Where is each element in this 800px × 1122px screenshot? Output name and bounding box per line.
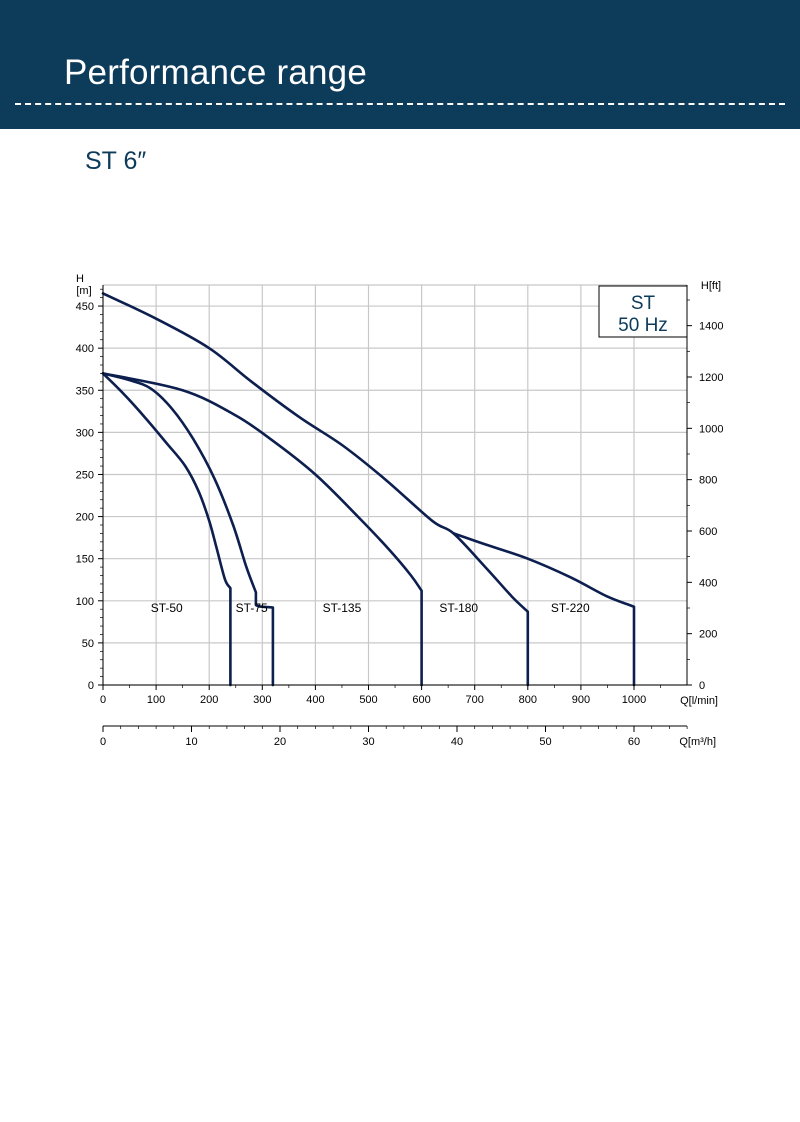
page-title: Performance range — [64, 53, 368, 92]
legend-box — [598, 285, 688, 338]
series-label-st-135: ST-135 — [323, 601, 362, 615]
header-dashed-divider — [15, 103, 785, 105]
legend-line-1: ST — [631, 293, 656, 314]
legend-line-2: 50 Hz — [618, 315, 668, 336]
y-tick-label-2: 100 — [76, 596, 94, 608]
y2-tick-label-1: 200 — [699, 629, 717, 641]
y-tick-label-7: 350 — [76, 385, 94, 397]
x-tick-label-10: 1000 — [622, 694, 646, 706]
chart-curves — [101, 292, 636, 687]
y-tick-label-4: 200 — [76, 512, 94, 524]
x-tick-label-8: 800 — [519, 694, 537, 706]
x-tick-label-3: 300 — [253, 694, 271, 706]
x2-tick-label-1: 10 — [185, 736, 197, 748]
page-header: Performance range — [0, 0, 800, 129]
x-tick-label-5: 500 — [359, 694, 377, 706]
series-label-st-75: ST-75 — [236, 601, 268, 615]
y2-tick-label-5: 1000 — [699, 423, 723, 435]
x-tick-label-7: 700 — [466, 694, 484, 706]
x-tick-label-0: 0 — [100, 694, 106, 706]
plot-area — [103, 285, 687, 685]
x-tick-label-4: 400 — [306, 694, 324, 706]
curve-st-50 — [101, 372, 232, 687]
curve-st-135 — [101, 372, 423, 687]
y-tick-label-5: 250 — [76, 469, 94, 481]
x-tick-label-9: 900 — [572, 694, 590, 706]
y-tick-label-1: 50 — [82, 638, 94, 650]
x2-tick-label-4: 40 — [451, 736, 463, 748]
curve-st-75 — [101, 372, 275, 687]
x2-axis-title: Q[m³/h] — [679, 736, 716, 748]
x-tick-label-6: 600 — [412, 694, 430, 706]
x2-tick-label-5: 50 — [539, 736, 551, 748]
chart-grid — [102, 284, 687, 686]
chart-labels: 050100150200250300350400450H[m]020040060… — [76, 273, 724, 748]
y2-axis-title: H[ft] — [701, 280, 721, 292]
y2-tick-label-6: 1200 — [699, 372, 723, 384]
y-tick-label-9: 450 — [76, 301, 94, 313]
x-tick-label-2: 200 — [200, 694, 218, 706]
y-axis-title: H — [76, 273, 84, 285]
x2-tick-label-0: 0 — [100, 736, 106, 748]
x-axis-title: Q[l/min] — [680, 695, 718, 707]
y2-tick-label-4: 800 — [699, 475, 717, 487]
series-label-st-180: ST-180 — [439, 601, 478, 615]
y-tick-label-0: 0 — [88, 680, 94, 692]
y-tick-label-6: 300 — [76, 427, 94, 439]
y-tick-label-3: 150 — [76, 554, 94, 566]
y2-tick-label-7: 1400 — [699, 321, 723, 333]
chart-subtitle: ST 6″ — [85, 147, 147, 175]
curve-st-180 — [101, 292, 530, 687]
x-tick-label-1: 100 — [147, 694, 165, 706]
y-tick-label-8: 400 — [76, 343, 94, 355]
y2-tick-label-0: 0 — [699, 680, 705, 692]
series-label-st-220: ST-220 — [551, 601, 590, 615]
x2-tick-label-6: 60 — [628, 736, 640, 748]
y2-tick-label-2: 400 — [699, 577, 717, 589]
x2-tick-label-3: 30 — [362, 736, 374, 748]
y-axis-unit: [m] — [76, 285, 91, 297]
y2-tick-label-3: 600 — [699, 526, 717, 538]
series-label-st-50: ST-50 — [151, 601, 183, 615]
x2-tick-label-2: 20 — [274, 736, 286, 748]
curve-st-220 — [452, 532, 636, 687]
chart-axes — [98, 285, 692, 732]
